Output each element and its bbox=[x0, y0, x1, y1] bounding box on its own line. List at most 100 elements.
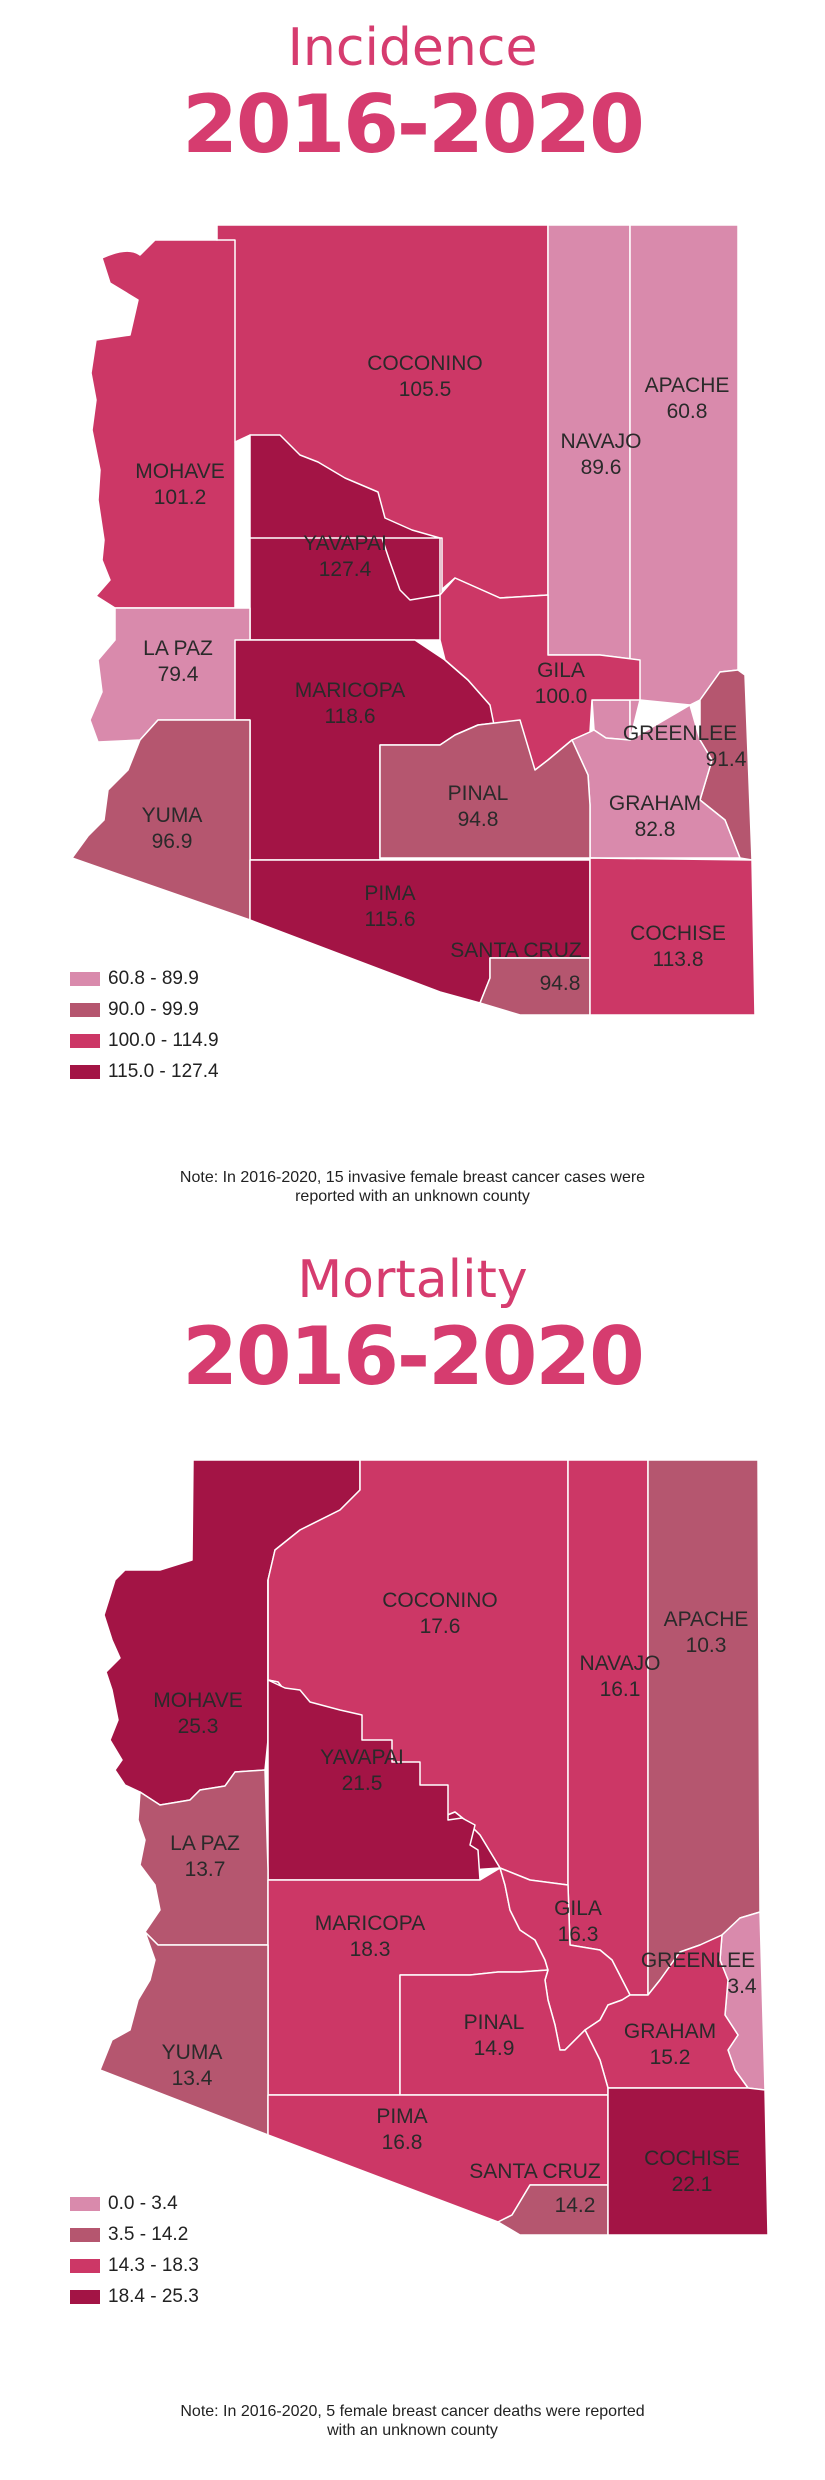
legend-item: 14.3 - 18.3 bbox=[70, 2250, 199, 2281]
mortality-value-yavapai: 21.5 bbox=[342, 1772, 383, 1795]
incidence-label-santacruz: SANTA CRUZ bbox=[450, 939, 582, 962]
legend-swatch bbox=[70, 971, 100, 986]
incidence-label-greenlee: GREENLEE bbox=[623, 722, 737, 745]
legend-item: 90.0 - 99.9 bbox=[70, 994, 219, 1025]
incidence-value-santacruz: 94.8 bbox=[540, 972, 581, 995]
mortality-county-cochise[interactable] bbox=[607, 2087, 769, 2236]
legend-label: 3.5 - 14.2 bbox=[108, 2223, 189, 2245]
mortality-label-santacruz: SANTA CRUZ bbox=[469, 2160, 601, 2183]
incidence-value-navajo: 89.6 bbox=[581, 456, 622, 479]
mortality-label-graham: GRAHAM bbox=[624, 2020, 716, 2043]
incidence-value-apache: 60.8 bbox=[667, 400, 708, 423]
incidence-value-coconino: 105.5 bbox=[399, 378, 452, 401]
incidence-value-gila: 100.0 bbox=[535, 685, 588, 708]
incidence-value-cochise: 113.8 bbox=[653, 948, 704, 971]
legend-swatch bbox=[70, 2196, 100, 2211]
legend-item: 115.0 - 127.4 bbox=[70, 1056, 219, 1087]
legend-item: 0.0 - 3.4 bbox=[70, 2188, 199, 2219]
mortality-county-graham[interactable] bbox=[584, 1934, 749, 2089]
legend-swatch bbox=[70, 2289, 100, 2304]
incidence-label-yavapai: YAVAPAI bbox=[303, 532, 387, 555]
incidence-county-apache[interactable] bbox=[629, 224, 739, 741]
mortality-label-yuma: YUMA bbox=[162, 2041, 223, 2064]
incidence-label-gila: GILA bbox=[537, 659, 585, 682]
mortality-note-line2: with an unknown county bbox=[327, 2422, 498, 2439]
incidence-note: Note: In 2016-2020, 15 invasive female b… bbox=[0, 1168, 825, 1206]
incidence-label-cochise: COCHISE bbox=[630, 922, 726, 945]
mortality-map: COCONINO 17.6 APACHE 10.3 NAVAJO 16.1 MO… bbox=[99, 1459, 769, 2236]
incidence-value-mohave: 101.2 bbox=[154, 486, 207, 509]
incidence-value-lapaz: 79.4 bbox=[158, 663, 199, 686]
mortality-label-cochise: COCHISE bbox=[644, 2147, 740, 2170]
incidence-label-yuma: YUMA bbox=[142, 804, 203, 827]
incidence-map: COCONINO 105.5 APACHE 60.8 NAVAJO 89.6 M… bbox=[71, 224, 756, 1016]
mortality-value-coconino: 17.6 bbox=[420, 1615, 461, 1638]
incidence-years: 2016-2020 bbox=[182, 78, 645, 171]
incidence-value-yuma: 96.9 bbox=[152, 830, 193, 853]
incidence-label-apache: APACHE bbox=[645, 374, 730, 397]
mortality-label-mohave: MOHAVE bbox=[153, 1689, 242, 1712]
legend-label: 14.3 - 18.3 bbox=[108, 2254, 199, 2276]
incidence-label-maricopa: MARICOPA bbox=[295, 679, 405, 702]
mortality-label-yavapai: YAVAPAI bbox=[320, 1746, 404, 1769]
mortality-value-pinal: 14.9 bbox=[474, 2037, 515, 2060]
mortality-value-lapaz: 13.7 bbox=[185, 1858, 226, 1881]
legend-swatch bbox=[70, 2258, 100, 2273]
mortality-label-pinal: PINAL bbox=[464, 2011, 525, 2034]
legend-item: 100.0 - 114.9 bbox=[70, 1025, 219, 1056]
mortality-value-santacruz: 14.2 bbox=[555, 2194, 596, 2217]
legend-item: 3.5 - 14.2 bbox=[70, 2219, 199, 2250]
incidence-note-line2: reported with an unknown county bbox=[295, 1188, 530, 1205]
incidence-county-yuma[interactable] bbox=[71, 719, 251, 921]
mortality-value-cochise: 22.1 bbox=[672, 2173, 713, 2196]
incidence-label-mohave: MOHAVE bbox=[135, 460, 224, 483]
mortality-value-apache: 10.3 bbox=[686, 1634, 727, 1657]
mortality-title: Mortality bbox=[297, 1250, 528, 1310]
mortality-value-pima: 16.8 bbox=[382, 2131, 423, 2154]
mortality-value-mohave: 25.3 bbox=[178, 1715, 219, 1738]
incidence-county-cochise[interactable] bbox=[589, 857, 756, 1016]
incidence-value-maricopa: 118.6 bbox=[325, 705, 376, 728]
incidence-label-graham: GRAHAM bbox=[609, 792, 701, 815]
mortality-label-greenlee: GREENLEE bbox=[641, 1949, 755, 1972]
incidence-value-graham: 82.8 bbox=[635, 818, 676, 841]
legend-swatch bbox=[70, 1002, 100, 1017]
legend-item: 60.8 - 89.9 bbox=[70, 963, 219, 994]
mortality-label-navajo: NAVAJO bbox=[580, 1652, 661, 1675]
legend-swatch bbox=[70, 1064, 100, 1079]
legend-label: 60.8 - 89.9 bbox=[108, 967, 199, 989]
mortality-county-yavapai-body[interactable] bbox=[267, 1679, 481, 1881]
mortality-legend: 0.0 - 3.4 3.5 - 14.2 14.3 - 18.3 18.4 - … bbox=[70, 2188, 199, 2312]
incidence-label-navajo: NAVAJO bbox=[561, 430, 642, 453]
mortality-label-coconino: COCONINO bbox=[382, 1589, 498, 1612]
incidence-label-pima: PIMA bbox=[364, 882, 415, 905]
mortality-value-greenlee: 3.4 bbox=[727, 1975, 757, 1998]
legend-label: 100.0 - 114.9 bbox=[108, 1029, 219, 1051]
legend-label: 90.0 - 99.9 bbox=[108, 998, 199, 1020]
mortality-label-gila: GILA bbox=[554, 1897, 602, 1920]
legend-label: 115.0 - 127.4 bbox=[108, 1060, 219, 1082]
mortality-years: 2016-2020 bbox=[182, 1310, 645, 1403]
incidence-label-lapaz: LA PAZ bbox=[143, 637, 213, 660]
mortality-county-yuma[interactable] bbox=[99, 1931, 269, 2136]
mortality-value-graham: 15.2 bbox=[650, 2046, 691, 2069]
mortality-label-pima: PIMA bbox=[376, 2105, 427, 2128]
incidence-value-greenlee: 91.4 bbox=[706, 748, 747, 771]
mortality-label-maricopa: MARICOPA bbox=[315, 1912, 425, 1935]
mortality-label-lapaz: LA PAZ bbox=[170, 1832, 240, 1855]
mortality-county-apache[interactable] bbox=[647, 1459, 761, 1996]
mortality-label-apache: APACHE bbox=[664, 1608, 749, 1631]
mortality-note: Note: In 2016-2020, 5 female breast canc… bbox=[0, 2402, 825, 2440]
incidence-county-mohave[interactable] bbox=[90, 224, 251, 609]
mortality-value-maricopa: 18.3 bbox=[350, 1938, 391, 1961]
mortality-value-gila: 16.3 bbox=[558, 1923, 599, 1946]
incidence-county-yavapai[interactable] bbox=[249, 434, 443, 641]
incidence-legend: 60.8 - 89.9 90.0 - 99.9 100.0 - 114.9 11… bbox=[70, 963, 219, 1087]
legend-item: 18.4 - 25.3 bbox=[70, 2281, 199, 2312]
mortality-note-line1: Note: In 2016-2020, 5 female breast canc… bbox=[180, 2403, 645, 2420]
incidence-label-pinal: PINAL bbox=[448, 782, 509, 805]
legend-label: 0.0 - 3.4 bbox=[108, 2192, 178, 2214]
incidence-title: Incidence bbox=[287, 18, 538, 78]
incidence-value-pinal: 94.8 bbox=[458, 808, 499, 831]
incidence-note-line1: Note: In 2016-2020, 15 invasive female b… bbox=[179, 1169, 646, 1186]
